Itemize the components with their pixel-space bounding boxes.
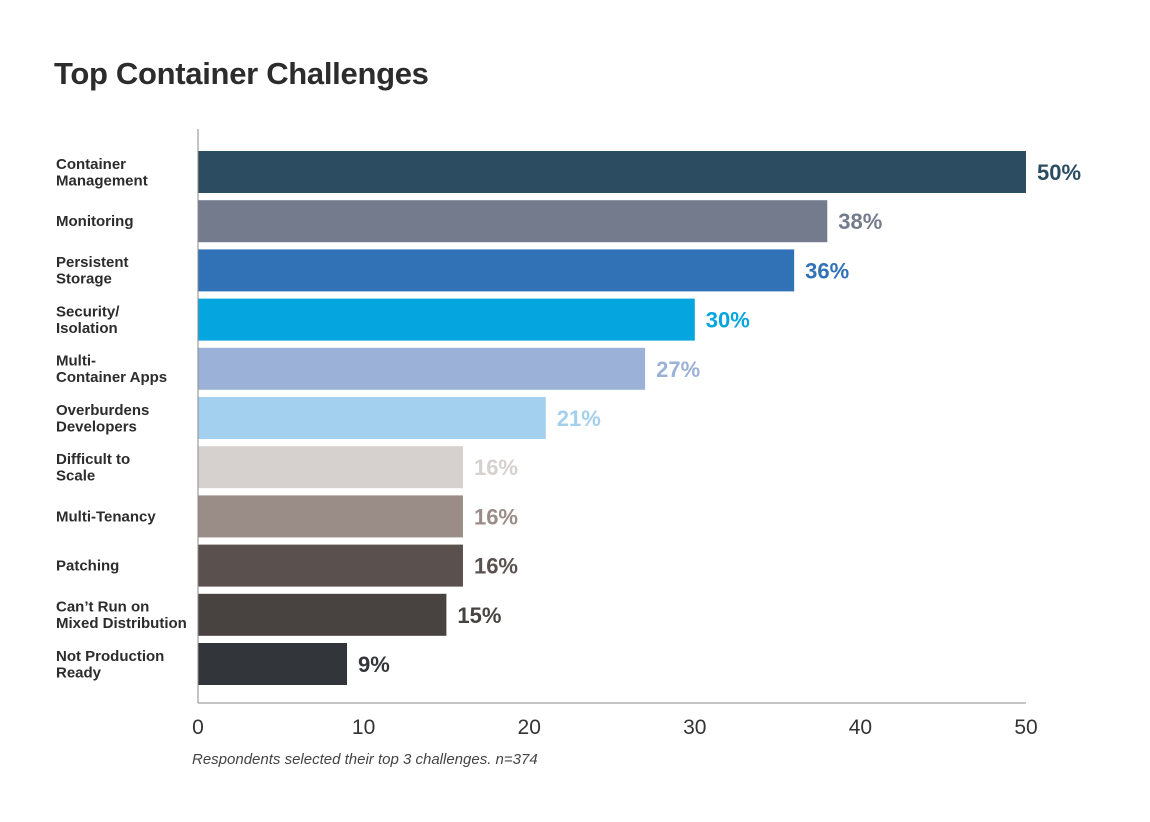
bar: [198, 544, 463, 587]
value-label: 16%: [474, 504, 518, 529]
value-label: 15%: [457, 603, 501, 628]
x-tick-label: 0: [192, 716, 204, 739]
chart-title: Top Container Challenges: [54, 56, 429, 91]
value-label: 16%: [474, 455, 518, 480]
value-labels-layer: 50% 38% 36% 30%27% 21% 16% 16% 16% 15% 9%: [358, 160, 1081, 677]
bar: [198, 643, 348, 685]
category-label: Patching: [56, 558, 119, 575]
bar: [198, 298, 695, 341]
value-label: 16%: [474, 554, 518, 579]
x-tick-label: 30: [683, 716, 706, 739]
bar: [198, 249, 795, 292]
category-label: Monitoring: [56, 213, 133, 230]
bar: [198, 347, 646, 390]
category-label: Container Management: [56, 156, 148, 190]
value-label: 27%: [656, 357, 700, 382]
value-label: 36%: [805, 258, 849, 283]
category-label: Not Production Ready: [56, 648, 164, 682]
value-label: 21%: [557, 406, 601, 431]
x-tick-label: 20: [518, 716, 541, 739]
x-tick-label: 50: [1014, 716, 1037, 739]
x-tick-label: 10: [352, 716, 375, 739]
bar: [198, 593, 447, 636]
category-label: Persistent Storage: [56, 254, 129, 288]
bar: [198, 397, 546, 439]
bar: [198, 200, 828, 243]
x-tick-label: 40: [849, 716, 872, 739]
category-label: Multi-Container Apps: [56, 353, 167, 387]
category-labels-layer: Container Management Monitoring Persistent S…: [56, 156, 187, 682]
value-label: 9%: [358, 652, 390, 677]
bars-layer: [198, 151, 1026, 685]
bar: [198, 151, 1026, 193]
value-label: 50%: [1037, 160, 1081, 185]
category-label: Can’t Run on Mixed Distribution: [56, 599, 187, 633]
category-label: Overburdens Developers: [56, 402, 149, 436]
bar: [198, 446, 463, 489]
category-label: Multi-Tenancy: [56, 508, 156, 525]
bar: [198, 495, 463, 538]
axes-layer: 0 10 20 30 40 50: [192, 129, 1038, 739]
category-label: Security/Isolation: [56, 303, 120, 337]
category-label: Difficult to Scale: [56, 451, 130, 485]
value-label: 30%: [706, 308, 750, 333]
value-label: 38%: [838, 209, 882, 234]
footnote: Respondents selected their top 3 challen…: [192, 751, 538, 768]
